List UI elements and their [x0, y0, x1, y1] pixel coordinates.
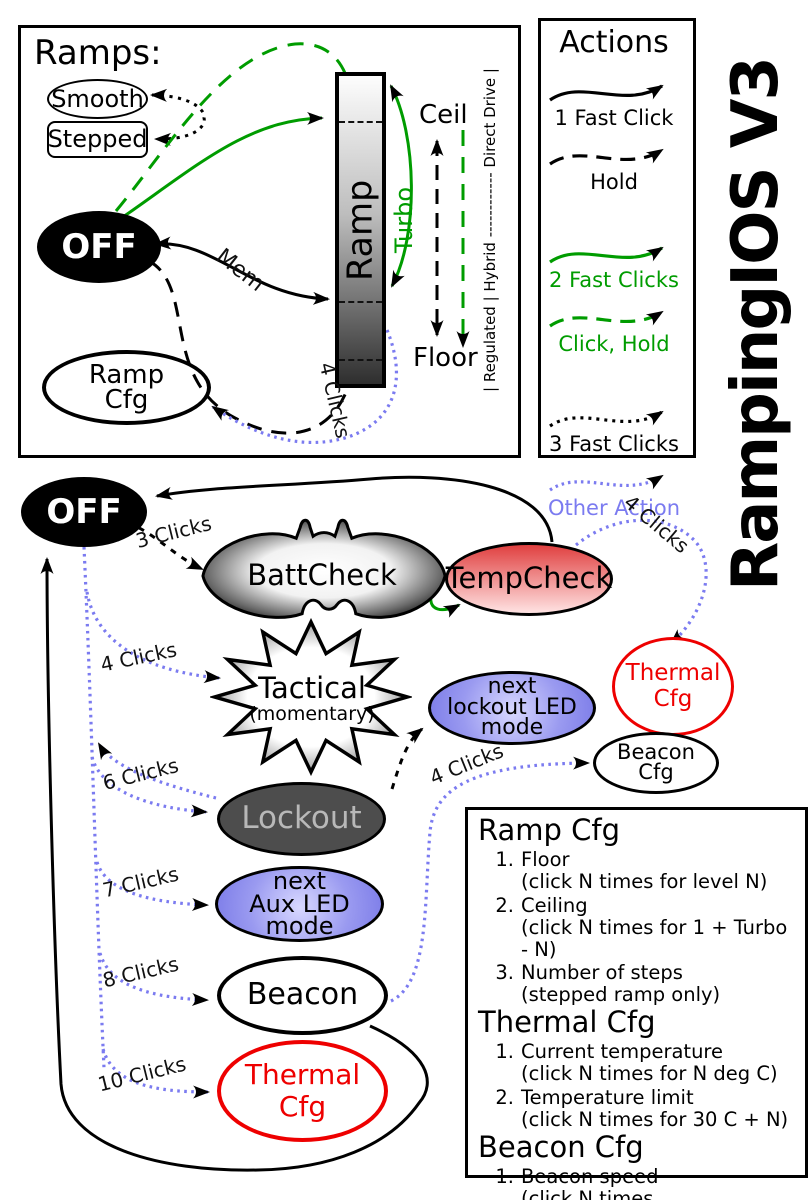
node-next-lockout-led-mode: next lockout LED mode	[428, 671, 596, 745]
cfg-item: 1.Beacon speed (click N times for N seco…	[495, 1165, 659, 1200]
legend-row-2-fast-clicks: 2 Fast Clicks	[544, 236, 684, 292]
clicks-4-tactical-label: 4 Clicks	[98, 637, 179, 677]
legend-row-other-action: Other Action	[544, 464, 684, 520]
cfg-section-title: Beacon Cfg	[478, 1129, 644, 1164]
actions-title: Actions	[559, 25, 669, 60]
node-tactical-label: Tactical	[258, 671, 366, 705]
node-tactical-sublabel: (momentary)	[249, 703, 375, 725]
ramp-ceiling-line	[339, 121, 382, 123]
ceil-label: Ceil	[419, 100, 468, 130]
actions-legend-box	[538, 18, 696, 458]
node-tempcheck: TempCheck	[445, 542, 613, 616]
clicks-7-label: 7 Clicks	[100, 861, 181, 903]
node-thermal-cfg-top: Thermal Cfg	[612, 637, 734, 736]
turbo-label: Turbo	[390, 187, 418, 254]
legend-arrow-dotted	[549, 410, 664, 428]
cfg-item: 2. Temperature limit (click N times for 3…	[495, 1086, 789, 1131]
ramps-box	[18, 25, 521, 458]
clicks-8-label: 8 Clicks	[100, 951, 181, 993]
ramp-bar-label: Ramp	[340, 179, 381, 281]
legend-row-3-fast-clicks: 3 Fast Clicks	[544, 400, 684, 456]
node-thermal-cfg-bottom: Thermal Cfg	[217, 1040, 388, 1142]
cfg-item: 3. Number of steps (stepped ramp only)	[495, 961, 721, 1007]
cfg-item: 2. Ceiling (click N times for 1 + Turbo -…	[495, 894, 788, 961]
cfg-item: 1. Floor (click N times for level N)	[495, 848, 768, 894]
node-off-main: OFF	[21, 477, 147, 547]
page-title: RampingIOS V3	[719, 58, 793, 592]
clicks-6-label: 6 Clicks	[100, 753, 181, 795]
ramp-mem-line	[339, 301, 382, 303]
node-battcheck-label: BattCheck	[247, 558, 397, 592]
node-lockout: Lockout	[217, 782, 386, 856]
legend-arrow-green-dashed	[549, 310, 664, 328]
legend-arrow-blue-dotted	[549, 474, 664, 492]
legend-arrow-green-solid	[549, 246, 664, 264]
cfg-section-title: Thermal Cfg	[478, 1005, 656, 1040]
floor-label: Floor	[413, 343, 478, 373]
actions-legend: Actions 1 Fast Click Hold 2 Fast Clicks …	[541, 21, 687, 520]
node-beacon: Beacon	[217, 956, 388, 1035]
node-stepped: Stepped	[47, 121, 148, 158]
node-next-aux-led-mode: next Aux LED mode	[215, 866, 384, 942]
legend-arrow-dashed	[549, 148, 664, 166]
ramp-bar: Ramp	[335, 72, 386, 388]
node-beacon-cfg: Beacon Cfg	[593, 732, 719, 794]
legend-arrow-solid	[549, 84, 664, 102]
node-off-ramps: OFF	[37, 211, 161, 283]
cfg-section-title: Ramp Cfg	[478, 813, 621, 847]
drive-scale-label: | Regulated | Hybrid ------------ Direct…	[481, 68, 499, 392]
node-ramp-cfg: Ramp Cfg	[42, 350, 211, 425]
cfg-item: 1. Current temperature (click N times for…	[495, 1040, 778, 1086]
legend-row-click-hold: Click, Hold	[544, 300, 684, 356]
clicks-10-label: 10 Clicks	[95, 1051, 189, 1097]
ramps-box-title: Ramps:	[34, 33, 162, 73]
cfg-box-content: Ramp Cfg 1. Floor (click N times for level…	[478, 813, 796, 1200]
node-smooth: Smooth	[47, 79, 148, 119]
clicks-4-beaconcfg-label: 4 Clicks	[426, 738, 507, 790]
legend-row-hold: Hold	[544, 138, 684, 194]
legend-row-1-fast-click: 1 Fast Click	[544, 74, 684, 130]
